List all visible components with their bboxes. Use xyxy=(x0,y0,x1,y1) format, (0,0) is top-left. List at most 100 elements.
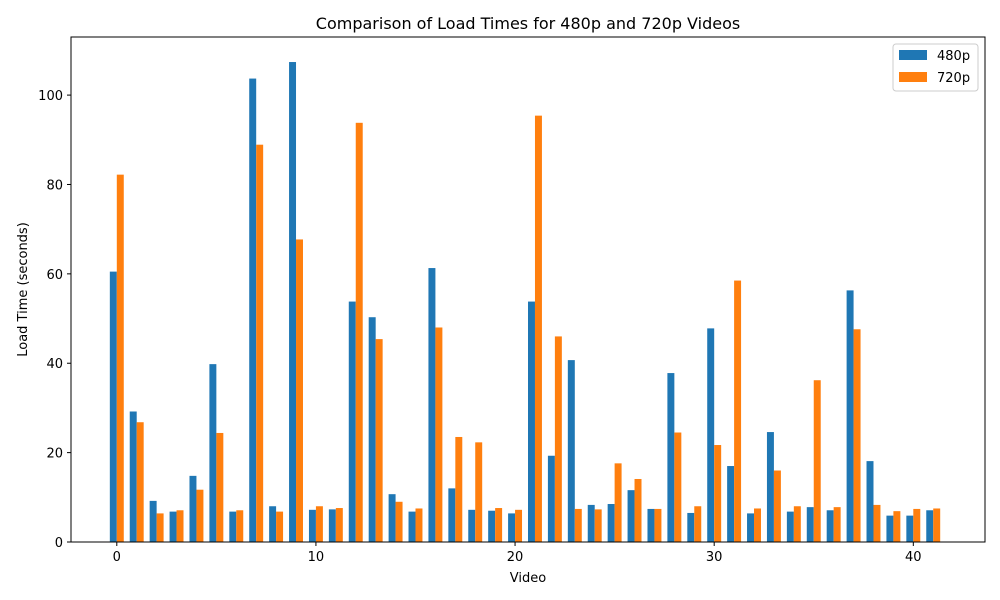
bar-720p-video-32 xyxy=(754,508,761,542)
bar-720p-video-26 xyxy=(634,478,642,542)
x-axis-ticks: 0 10 20 30 40 xyxy=(113,542,922,565)
bar-480p-video-39 xyxy=(886,515,894,542)
legend: 480p 720p xyxy=(892,43,979,92)
bar-480p-video-15 xyxy=(408,511,416,542)
bar-480p-video-17 xyxy=(448,488,456,542)
legend-swatch-720p xyxy=(899,72,927,82)
bar-480p-video-27 xyxy=(647,508,655,542)
bar-720p-video-16 xyxy=(435,327,443,542)
legend-label-720p: 720p xyxy=(937,71,970,86)
bar-720p-video-13 xyxy=(375,339,383,542)
bar-480p-video-24 xyxy=(587,504,595,542)
bar-480p-video-10 xyxy=(308,509,316,542)
bar-480p-video-25 xyxy=(607,504,615,542)
bar-480p-video-22 xyxy=(547,455,555,542)
bar-720p-video-5 xyxy=(216,432,224,542)
x-tick-label: 30 xyxy=(706,550,723,565)
bar-720p-video-22 xyxy=(554,336,562,542)
bar-720p-video-11 xyxy=(335,508,343,542)
bar-480p-video-26 xyxy=(627,490,635,542)
bar-720p-video-37 xyxy=(853,329,861,542)
y-tick-label: 60 xyxy=(46,268,63,283)
bar-480p-video-1 xyxy=(129,411,137,542)
bar-720p-video-19 xyxy=(495,508,503,542)
bar-720p-video-30 xyxy=(714,445,722,542)
bar-720p-video-34 xyxy=(793,506,801,542)
bar-720p-video-31 xyxy=(734,280,742,542)
bar-480p-video-8 xyxy=(269,506,277,542)
bar-720p-video-25 xyxy=(614,463,622,542)
bar-480p-video-12 xyxy=(348,301,356,542)
bar-480p-video-6 xyxy=(229,511,237,542)
bar-720p-video-35 xyxy=(813,380,821,542)
bar-480p-video-20 xyxy=(508,513,516,542)
x-tick-label: 0 xyxy=(113,550,121,565)
bar-720p-video-20 xyxy=(515,509,523,542)
legend-label-480p: 480p xyxy=(937,49,970,64)
bar-720p-video-9 xyxy=(296,239,303,542)
bar-480p-video-11 xyxy=(328,509,336,542)
bar-720p-video-39 xyxy=(893,511,901,542)
bar-720p-video-40 xyxy=(913,508,921,542)
bar-720p-video-24 xyxy=(594,509,602,542)
bar-480p-video-32 xyxy=(747,513,755,542)
bar-480p-video-0 xyxy=(109,271,117,542)
bar-720p-video-10 xyxy=(315,506,323,542)
y-tick-label: 0 xyxy=(55,536,63,551)
bar-480p-video-4 xyxy=(189,475,197,542)
x-tick-label: 20 xyxy=(507,550,524,565)
bar-480p-video-13 xyxy=(368,317,376,542)
bar-720p-video-38 xyxy=(873,504,881,542)
bar-720p-video-33 xyxy=(773,470,781,542)
chart-title: Comparison of Load Times for 480p and 72… xyxy=(316,14,740,33)
bar-720p-video-7 xyxy=(256,144,264,542)
bar-720p-video-15 xyxy=(415,508,423,542)
bar-720p-video-23 xyxy=(574,508,582,542)
bar-720p-video-12 xyxy=(355,122,363,542)
bar-480p-video-14 xyxy=(388,494,396,542)
bar-480p-video-30 xyxy=(707,328,715,542)
bar-720p-video-4 xyxy=(196,489,204,542)
bars-group xyxy=(109,62,941,543)
bar-720p-video-28 xyxy=(674,432,682,542)
legend-swatch-480p xyxy=(899,50,927,60)
bar-720p-video-14 xyxy=(395,501,403,542)
x-tick-label: 10 xyxy=(308,550,325,565)
y-tick-label: 100 xyxy=(38,89,63,104)
bar-480p-video-18 xyxy=(468,509,476,542)
x-tick-label: 40 xyxy=(905,550,922,565)
x-axis-label: Video xyxy=(510,571,546,586)
bar-720p-video-1 xyxy=(136,422,144,542)
plot-frame xyxy=(70,36,986,543)
y-tick-label: 20 xyxy=(46,447,63,462)
bar-480p-video-5 xyxy=(209,364,217,542)
bar-480p-video-33 xyxy=(766,432,774,542)
bar-480p-video-19 xyxy=(488,510,496,542)
y-axis-label: Load Time (seconds) xyxy=(16,222,31,357)
bar-480p-video-41 xyxy=(926,510,934,542)
bar-480p-video-16 xyxy=(428,268,436,542)
bar-480p-video-9 xyxy=(289,62,297,542)
bar-480p-video-7 xyxy=(249,78,257,542)
bar-720p-video-18 xyxy=(475,442,483,542)
bar-720p-video-36 xyxy=(833,507,841,542)
y-tick-label: 40 xyxy=(46,357,63,372)
bar-480p-video-31 xyxy=(727,466,735,542)
bar-720p-video-21 xyxy=(534,115,542,543)
bar-480p-video-23 xyxy=(567,360,575,542)
bar-720p-video-27 xyxy=(654,508,662,542)
bar-720p-video-29 xyxy=(694,506,702,542)
bar-480p-video-2 xyxy=(149,500,157,542)
bar-720p-video-6 xyxy=(236,510,244,542)
bar-480p-video-37 xyxy=(846,290,854,542)
bar-720p-video-41 xyxy=(933,508,941,542)
bar-480p-video-29 xyxy=(687,512,695,542)
bar-720p-video-0 xyxy=(116,174,124,542)
bar-480p-video-35 xyxy=(806,507,814,542)
bar-720p-video-2 xyxy=(156,513,164,542)
bar-720p-video-8 xyxy=(276,511,284,542)
bar-480p-video-36 xyxy=(826,510,834,542)
bar-480p-video-40 xyxy=(906,515,914,542)
bar-480p-video-28 xyxy=(667,373,675,542)
